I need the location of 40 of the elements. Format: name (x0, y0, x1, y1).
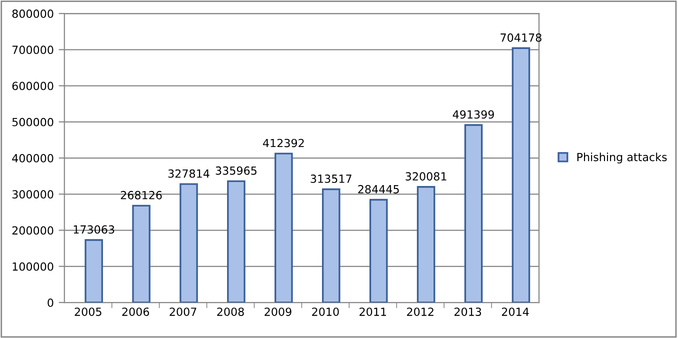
bar (132, 204, 150, 303)
x-tick-label: 2013 (454, 308, 482, 316)
bar (84, 239, 103, 303)
x-tick-label: 2012 (407, 308, 434, 316)
x-tick-label: 2007 (170, 308, 196, 316)
x-tick-label: 2009 (264, 308, 292, 316)
data-label: 284445 (358, 185, 399, 194)
bar (180, 183, 198, 303)
x-tick-label: 2010 (312, 308, 339, 316)
y-tick-label: 400000 (12, 154, 54, 162)
data-label: 173063 (74, 225, 114, 234)
y-tick-label: 800000 (12, 9, 54, 18)
bar (512, 47, 530, 303)
x-tick-label: 2014 (502, 308, 529, 316)
x-tick-label: 2011 (360, 308, 386, 316)
bar (274, 152, 293, 303)
data-label: 313517 (310, 174, 352, 183)
data-label: 335965 (216, 166, 256, 175)
bar (464, 124, 483, 303)
legend-label: Phishing attacks (577, 152, 667, 164)
x-tick-label: 2005 (74, 308, 102, 316)
y-tick-label: 100000 (12, 262, 54, 271)
y-tick-label: 500000 (12, 118, 54, 126)
y-tick-label: 700000 (12, 46, 54, 54)
data-label: 268126 (120, 190, 162, 200)
data-label: 320081 (406, 172, 446, 181)
y-tick-label: 200000 (12, 226, 54, 235)
y-tick-label: 300000 (12, 190, 54, 199)
y-tick-label: 600000 (12, 82, 54, 90)
x-tick-label: 2006 (122, 308, 150, 316)
data-label: 704178 (500, 33, 542, 42)
data-label: 412392 (263, 138, 304, 148)
bar (369, 198, 388, 303)
data-label: 327814 (168, 169, 210, 178)
bar (416, 186, 436, 303)
data-label: 491399 (452, 110, 494, 119)
y-tick-label: 0 (48, 298, 54, 307)
bar (322, 188, 340, 303)
x-tick-label: 2008 (217, 308, 244, 316)
bar (227, 180, 246, 303)
